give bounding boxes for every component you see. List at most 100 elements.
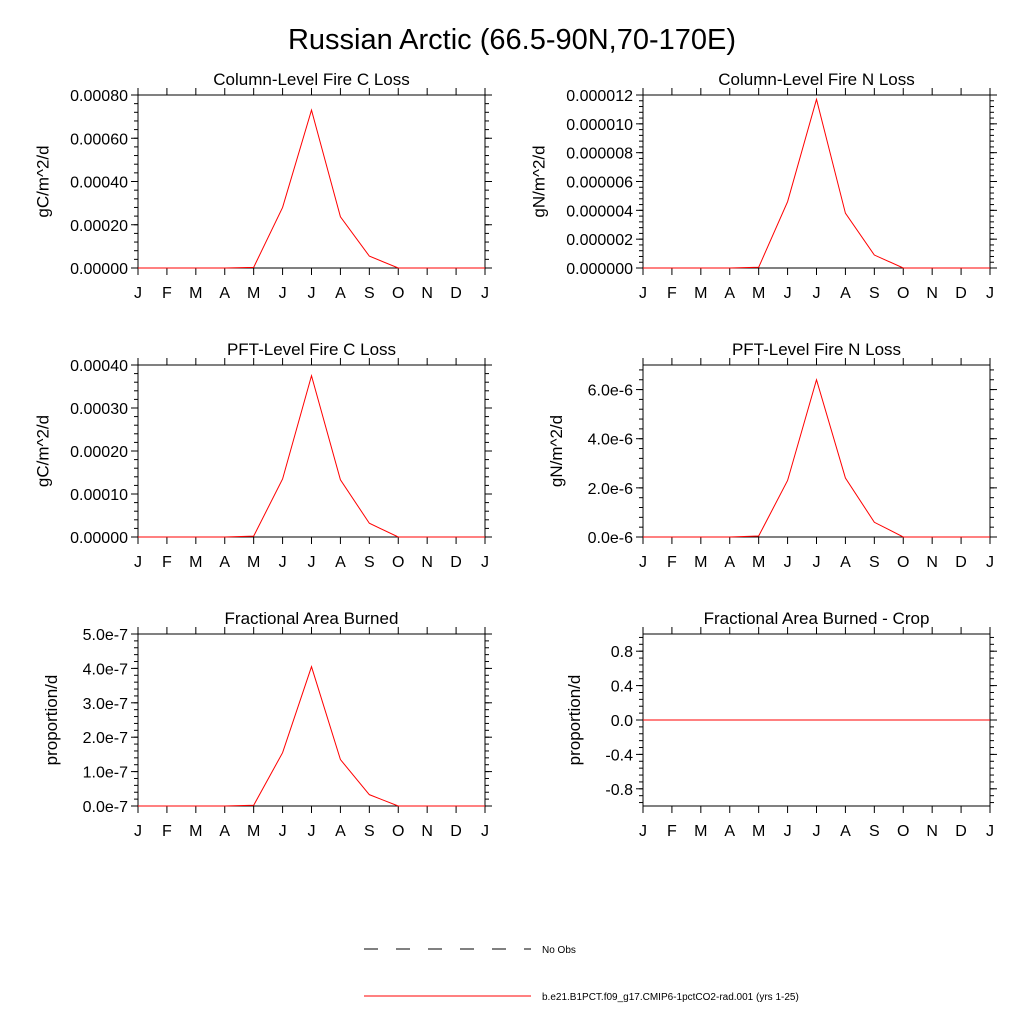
y-axis-label: proportion/d (565, 675, 584, 766)
legend: No Obs b.e21.B1PCT.f09_g17.CMIP6-1pctCO2… (364, 945, 799, 1003)
x-tick-label: J (134, 285, 142, 302)
x-tick-label: S (869, 823, 880, 840)
y-tick-label: 0.000012 (566, 88, 633, 105)
series-line (643, 377, 990, 538)
panel-title: Column-Level Fire N Loss (718, 70, 915, 89)
x-tick-label: A (219, 285, 230, 302)
y-tick-label: 0.00020 (70, 444, 128, 461)
x-tick-label: A (840, 554, 851, 571)
x-tick-label: D (450, 554, 462, 571)
x-tick-label: J (134, 823, 142, 840)
x-tick-label: A (840, 285, 851, 302)
x-tick-label: A (840, 823, 851, 840)
y-tick-label: 0.00060 (70, 131, 128, 148)
y-tick-label: 0.00000 (70, 261, 128, 278)
x-tick-label: A (724, 554, 735, 571)
x-tick-label: N (926, 823, 938, 840)
y-tick-label: 0.00010 (70, 487, 128, 504)
x-tick-label: J (481, 554, 489, 571)
x-tick-label: A (335, 823, 346, 840)
x-tick-label: N (421, 823, 433, 840)
x-tick-label: A (335, 554, 346, 571)
x-tick-label: M (247, 823, 260, 840)
x-tick-label: J (134, 554, 142, 571)
x-tick-label: J (481, 285, 489, 302)
panel-title: PFT-Level Fire C Loss (227, 340, 396, 359)
x-tick-label: J (279, 285, 287, 302)
x-tick-label: F (667, 554, 677, 571)
y-tick-label: 6.0e-6 (588, 383, 633, 400)
y-tick-label: 4.0e-7 (83, 661, 128, 678)
plot-frame (137, 364, 486, 538)
x-tick-label: M (247, 554, 260, 571)
y-tick-label: 0.00040 (70, 358, 128, 375)
plot-frame (137, 633, 486, 807)
x-tick-label: J (308, 554, 316, 571)
x-tick-label: N (926, 554, 938, 571)
x-tick-label: F (162, 554, 172, 571)
y-axis-label: gC/m^2/d (33, 415, 52, 487)
x-tick-label: J (986, 285, 994, 302)
x-tick-label: S (869, 285, 880, 302)
x-tick-label: M (694, 823, 707, 840)
y-tick-label: 5.0e-7 (83, 627, 128, 644)
panel-title: Fractional Area Burned (225, 609, 399, 628)
panel-title: Fractional Area Burned - Crop (704, 609, 930, 628)
y-tick-label: 0.000010 (566, 117, 633, 134)
y-tick-label: 2.0e-7 (83, 730, 128, 747)
x-tick-label: D (450, 285, 462, 302)
x-tick-label: M (752, 554, 765, 571)
x-tick-label: J (784, 823, 792, 840)
series-line (138, 108, 485, 269)
x-tick-label: F (667, 823, 677, 840)
y-tick-label: 2.0e-6 (588, 481, 633, 498)
x-tick-label: O (897, 823, 909, 840)
y-tick-label: 1.0e-7 (83, 765, 128, 782)
x-tick-label: S (869, 554, 880, 571)
legend-model-label: b.e21.B1PCT.f09_g17.CMIP6-1pctCO2-rad.00… (542, 992, 799, 1003)
plot-frame (642, 364, 991, 538)
x-tick-label: M (694, 285, 707, 302)
x-tick-label: J (639, 823, 647, 840)
x-tick-label: O (897, 554, 909, 571)
y-tick-label: -0.8 (605, 782, 633, 799)
y-tick-label: 0.000002 (566, 232, 633, 249)
y-tick-label: 0.8 (611, 644, 633, 661)
x-tick-label: J (279, 823, 287, 840)
y-tick-label: -0.4 (605, 747, 633, 764)
series-line (138, 373, 485, 538)
x-tick-label: F (162, 285, 172, 302)
y-tick-label: 3.0e-7 (83, 696, 128, 713)
x-tick-label: D (450, 823, 462, 840)
main-title: Russian Arctic (66.5-90N,70-170E) (288, 24, 736, 56)
x-tick-label: J (639, 285, 647, 302)
y-tick-label: 0.00020 (70, 218, 128, 235)
y-tick-label: 0.4 (611, 679, 633, 696)
x-tick-label: O (897, 285, 909, 302)
x-tick-label: J (784, 554, 792, 571)
legend-obs-label: No Obs (542, 945, 576, 956)
x-tick-label: J (813, 823, 821, 840)
x-tick-label: J (813, 285, 821, 302)
panel-title: Column-Level Fire C Loss (213, 70, 410, 89)
y-tick-label: 0.0e-6 (588, 530, 633, 547)
x-tick-label: M (247, 285, 260, 302)
y-axis-label: proportion/d (42, 675, 61, 766)
x-tick-label: D (955, 554, 967, 571)
y-tick-label: 0.00030 (70, 401, 128, 418)
plot-frame (137, 94, 486, 269)
y-tick-label: 0.00040 (70, 175, 128, 192)
x-tick-label: O (392, 823, 404, 840)
x-tick-label: S (364, 285, 375, 302)
x-tick-label: A (335, 285, 346, 302)
y-axis-label: gC/m^2/d (33, 145, 52, 217)
plot-frame (642, 94, 991, 269)
x-tick-label: M (189, 285, 202, 302)
y-tick-label: 0.00000 (70, 530, 128, 547)
